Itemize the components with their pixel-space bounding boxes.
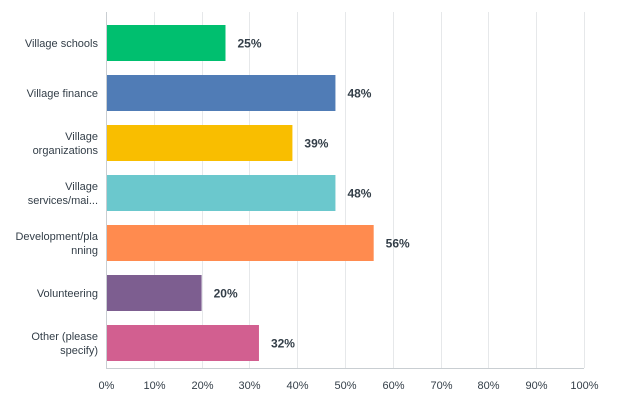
category-label: organizations — [33, 145, 99, 157]
category-label: Village — [65, 181, 98, 193]
category-label: Development/pla — [15, 231, 98, 243]
x-tick-label: 60% — [382, 380, 404, 392]
value-label: 39% — [304, 137, 328, 151]
value-label: 56% — [386, 237, 410, 251]
category-label: Village finance — [27, 88, 98, 100]
category-label: Village schools — [25, 38, 99, 50]
value-label: 48% — [347, 87, 371, 101]
value-label: 20% — [214, 287, 238, 301]
x-tick-label: 90% — [525, 380, 547, 392]
x-tick-label: 50% — [334, 380, 356, 392]
category-label: Village — [65, 131, 98, 143]
bar — [107, 125, 293, 161]
bar — [107, 325, 259, 361]
category-label: nning — [71, 245, 98, 257]
bar — [107, 75, 336, 111]
category-label: services/mai... — [28, 195, 98, 207]
value-label: 25% — [238, 37, 262, 51]
category-label: Volunteering — [37, 288, 98, 300]
x-tick-label: 30% — [238, 380, 260, 392]
value-label: 48% — [347, 187, 371, 201]
bar — [107, 25, 226, 61]
x-tick-label: 100% — [570, 380, 598, 392]
bar — [107, 225, 374, 261]
category-label: specify) — [60, 345, 98, 357]
x-tick-label: 80% — [477, 380, 499, 392]
x-tick-label: 40% — [286, 380, 308, 392]
bar — [107, 175, 336, 211]
x-tick-label: 20% — [191, 380, 213, 392]
bar — [107, 275, 202, 311]
x-tick-label: 70% — [430, 380, 452, 392]
category-label: Other (please — [31, 331, 98, 343]
x-tick-label: 10% — [143, 380, 165, 392]
value-label: 32% — [271, 337, 295, 351]
x-tick-label: 0% — [99, 380, 115, 392]
